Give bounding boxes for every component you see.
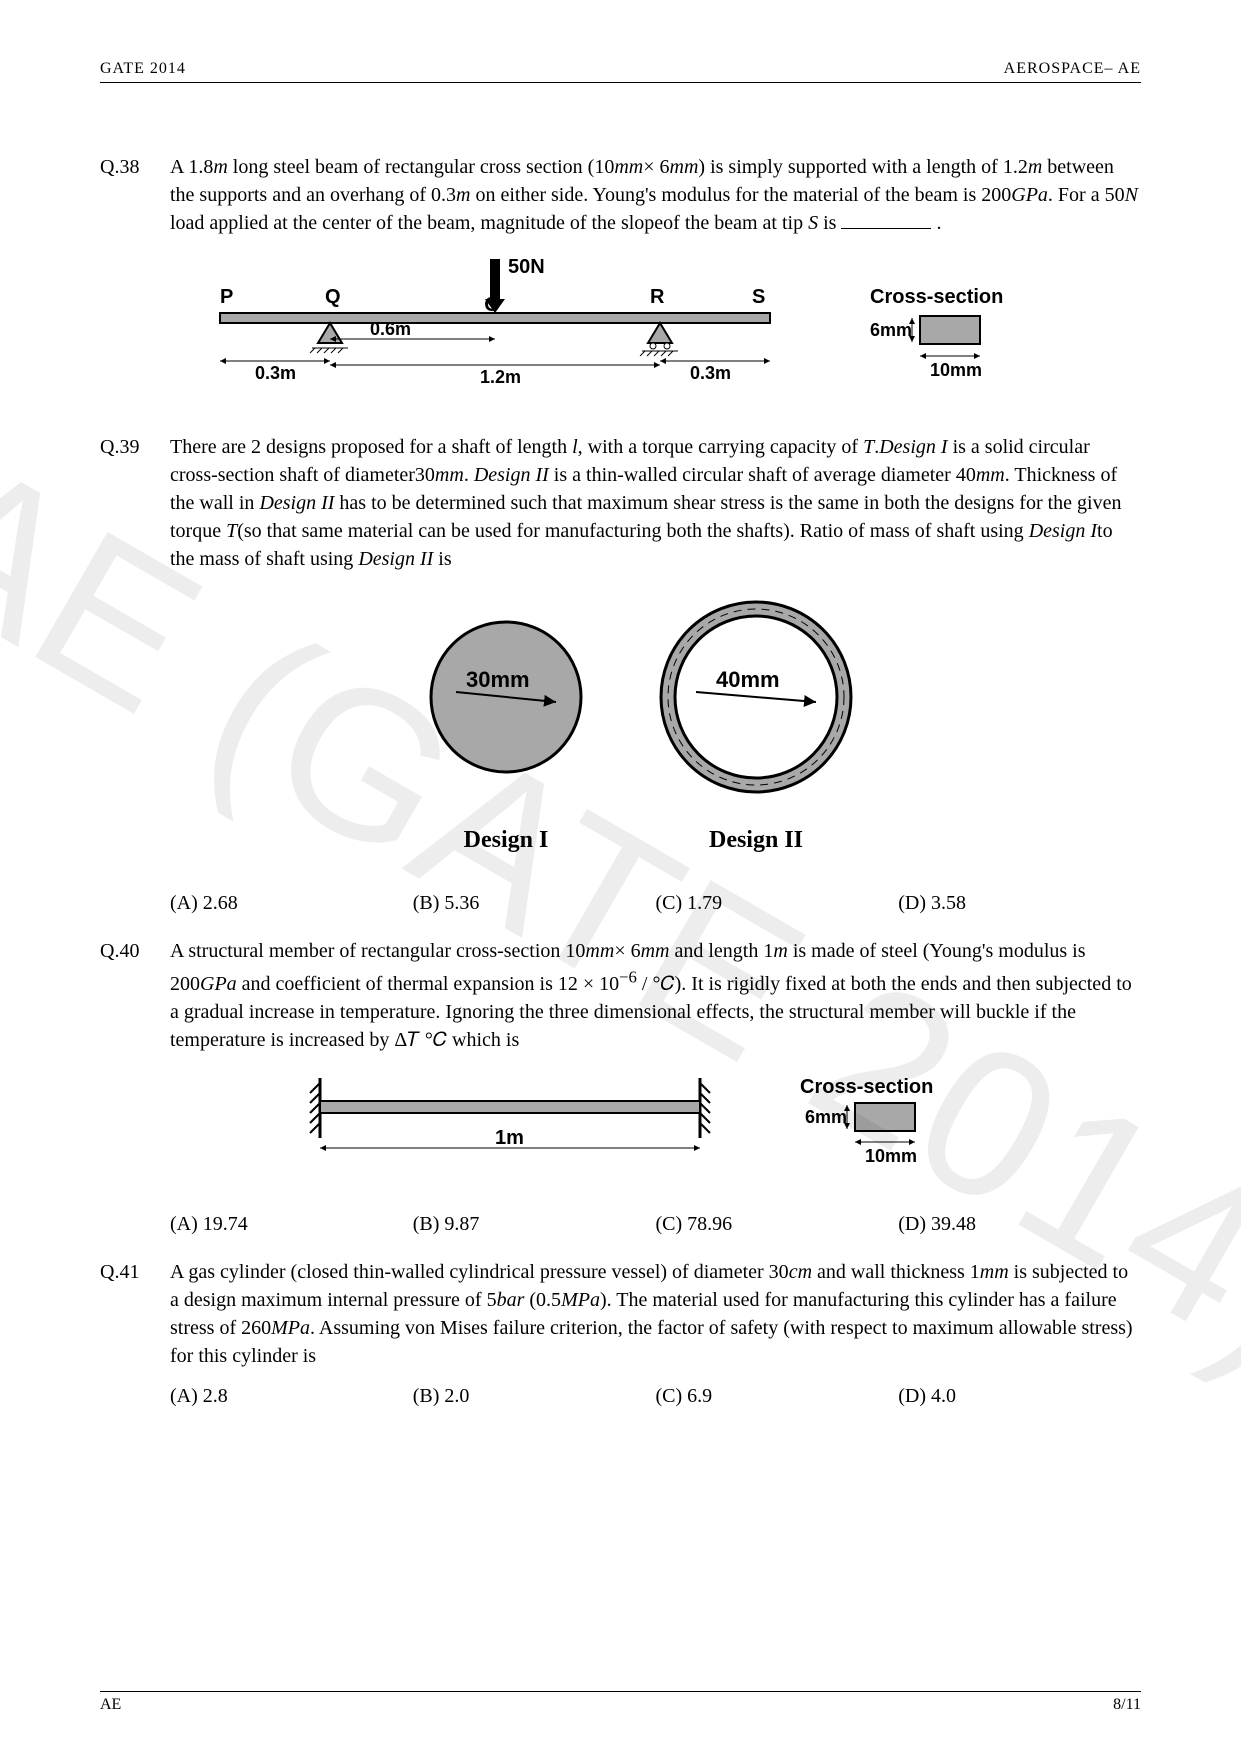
dim-span: 1.2m: [480, 367, 521, 387]
cs-title-40: Cross-section: [800, 1076, 933, 1098]
pt-P: P: [220, 286, 233, 308]
pt-Q: Q: [325, 286, 341, 308]
load-label: 50N: [508, 256, 545, 278]
cs-h: 6mm: [870, 320, 912, 340]
d1-label: 30mm: [466, 667, 530, 692]
pt-R: R: [650, 286, 665, 308]
q41-options: (A) 2.8 (B) 2.0 (C) 6.9 (D) 4.0: [170, 1382, 1141, 1410]
cs-title: Cross-section: [870, 286, 1003, 308]
cs-w: 10mm: [930, 360, 982, 380]
question-text: A gas cylinder (closed thin-walled cylin…: [170, 1261, 1133, 1367]
shaft-diagram: 30mm 40mm Design I Design II: [170, 587, 1141, 875]
cs-h-40: 6mm: [805, 1107, 847, 1127]
question-41: Q.41 A gas cylinder (closed thin-walled …: [100, 1258, 1141, 1410]
q40-options: (A) 19.74 (B) 9.87 (C) 78.96 (D) 39.48: [170, 1210, 1141, 1238]
blank-line: [841, 228, 931, 229]
pt-O: O: [484, 294, 500, 316]
option-b: (B) 9.87: [413, 1210, 656, 1238]
option-b: (B) 5.36: [413, 889, 656, 917]
dim-left: 0.3m: [255, 363, 296, 383]
d2-label: 40mm: [716, 667, 780, 692]
page-footer: AE 8/11: [100, 1691, 1141, 1714]
option-a: (A) 2.68: [170, 889, 413, 917]
page-header: GATE 2014 AEROSPACE– AE: [100, 60, 1141, 83]
buckle-svg: 1m Cross-section 6mm 10mm: [170, 1068, 1040, 1188]
beam-svg: 50N P Q O R S: [170, 251, 1040, 391]
footer-left: AE: [100, 1696, 121, 1714]
dim-halfspan: 0.6m: [370, 319, 411, 339]
question-number: Q.38: [100, 153, 170, 413]
option-d: (D) 4.0: [898, 1382, 1141, 1410]
cs-w-40: 10mm: [865, 1146, 917, 1166]
header-right: AEROSPACE– AE: [1004, 60, 1141, 78]
question-number: Q.41: [100, 1258, 170, 1410]
beam-diagram: 50N P Q O R S: [170, 251, 1141, 399]
option-d: (D) 3.58: [898, 889, 1141, 917]
q39-options: (A) 2.68 (B) 5.36 (C) 1.79 (D) 3.58: [170, 889, 1141, 917]
option-c: (C) 6.9: [656, 1382, 899, 1410]
footer-right: 8/11: [1113, 1696, 1141, 1714]
pt-S: S: [752, 286, 765, 308]
question-number: Q.40: [100, 937, 170, 1238]
shaft-svg: 30mm 40mm Design I Design II: [356, 587, 956, 867]
question-39: Q.39 There are 2 designs proposed for a …: [100, 433, 1141, 917]
design1-label: Design I: [463, 827, 548, 853]
option-a: (A) 2.8: [170, 1382, 413, 1410]
question-text: A structural member of rectangular cross…: [170, 940, 1132, 1051]
question-40: Q.40 A structural member of rectangular …: [100, 937, 1141, 1238]
header-left: GATE 2014: [100, 60, 186, 78]
option-c: (C) 1.79: [656, 889, 899, 917]
question-text: There are 2 designs proposed for a shaft…: [170, 436, 1121, 570]
option-a: (A) 19.74: [170, 1210, 413, 1238]
buckle-diagram: 1m Cross-section 6mm 10mm: [170, 1068, 1141, 1196]
page: GATE 2014 AEROSPACE– AE Q.38 A 1.8m long…: [0, 0, 1241, 1470]
option-c: (C) 78.96: [656, 1210, 899, 1238]
dim-right: 0.3m: [690, 363, 731, 383]
option-d: (D) 39.48: [898, 1210, 1141, 1238]
question-38: Q.38 A 1.8m long steel beam of rectangul…: [100, 153, 1141, 413]
len-label: 1m: [495, 1127, 524, 1149]
option-b: (B) 2.0: [413, 1382, 656, 1410]
design2-label: Design II: [708, 827, 802, 853]
question-text: A 1.8m long steel beam of rectangular cr…: [170, 156, 1138, 234]
question-number: Q.39: [100, 433, 170, 917]
